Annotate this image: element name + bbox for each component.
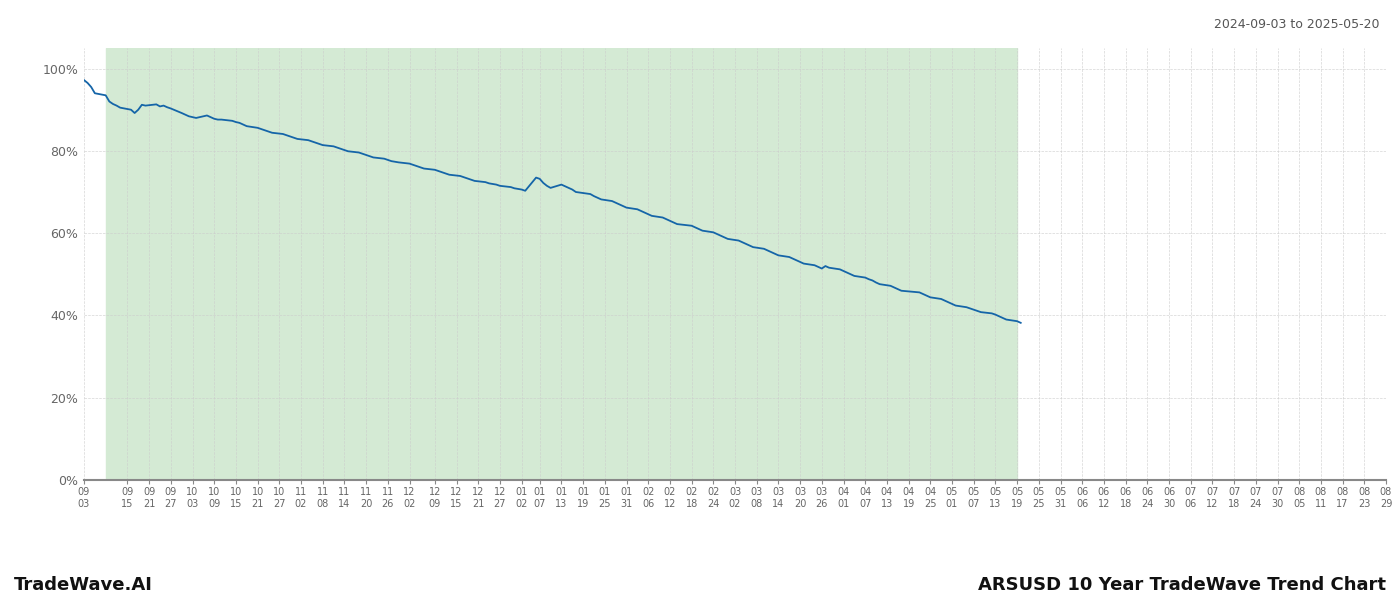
Bar xyxy=(105,48,1016,480)
Text: TradeWave.AI: TradeWave.AI xyxy=(14,576,153,594)
Text: 2024-09-03 to 2025-05-20: 2024-09-03 to 2025-05-20 xyxy=(1214,18,1379,31)
Text: ARSUSD 10 Year TradeWave Trend Chart: ARSUSD 10 Year TradeWave Trend Chart xyxy=(979,576,1386,594)
